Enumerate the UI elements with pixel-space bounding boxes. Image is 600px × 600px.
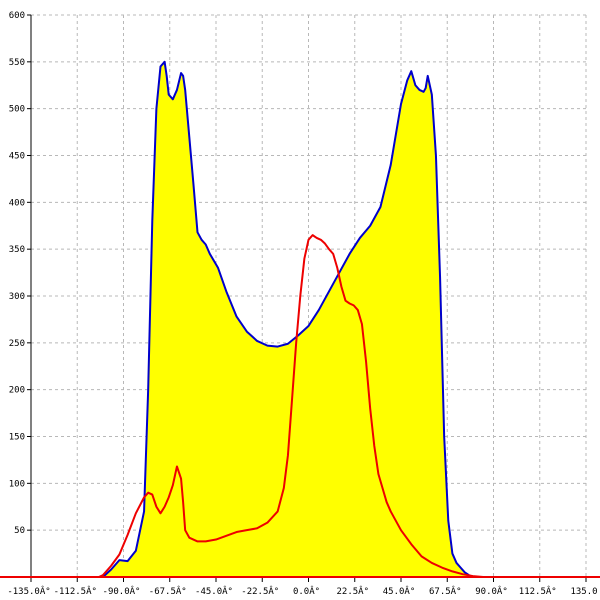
y-tick-label: 100 xyxy=(9,479,25,489)
x-tick-label: -67.5Â° xyxy=(149,585,187,597)
series-0-line xyxy=(102,60,515,578)
y-tick-labels: 50 100 150 200 250 300 350 400 450 500 550 600 xyxy=(9,11,25,536)
x-tick-label: 112.5Â° xyxy=(519,585,557,597)
y-tick-label: 450 xyxy=(9,152,25,162)
line-layer xyxy=(0,60,600,578)
x-tick-label: 22.5Â° xyxy=(336,585,369,597)
y-tick-label: 400 xyxy=(9,198,25,208)
y-tick-label: 200 xyxy=(9,386,25,396)
x-tick-label: 0.0Â° xyxy=(293,585,320,597)
x-tick-label: -112.5Â° xyxy=(54,585,97,597)
x-tick-label: 67.5Â° xyxy=(429,585,462,597)
x-tick-label: 135.0 xyxy=(570,587,597,597)
x-tick-label: 45.0Â° xyxy=(383,585,416,597)
x-tick-label: 90.0Â° xyxy=(475,585,508,597)
x-tick-labels: -135.0Â° -112.5Â° -90.0Â° -67.5Â° -45.0Â° -22… xyxy=(7,585,597,597)
y-tick-label: 600 xyxy=(9,11,25,21)
y-tick-label: 50 xyxy=(14,526,25,536)
x-tick-label: -135.0Â° xyxy=(7,585,50,597)
y-tick-label: 350 xyxy=(9,245,25,255)
y-tick-label: 250 xyxy=(9,339,25,349)
y-tick-label: 150 xyxy=(9,433,25,443)
y-tick-label: 300 xyxy=(9,292,25,302)
x-tick-label: -45.0Â° xyxy=(195,585,233,597)
x-tick-label: -90.0Â° xyxy=(103,585,141,597)
y-tick-label: 550 xyxy=(9,58,25,68)
series-0-area xyxy=(102,61,515,577)
series-1-line xyxy=(98,234,494,578)
x-tick-label: -22.5Â° xyxy=(241,585,279,597)
y-tick-label: 500 xyxy=(9,105,25,115)
area-layer xyxy=(102,61,515,577)
